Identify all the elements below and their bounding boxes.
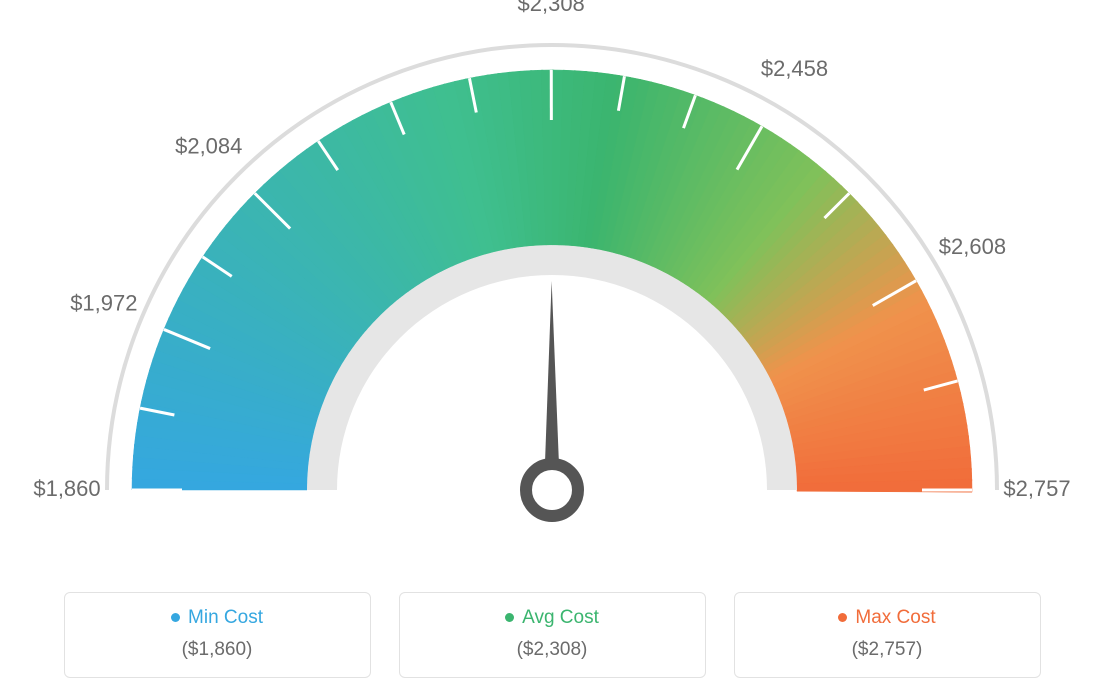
gauge-tick-label: $2,308: [518, 0, 585, 16]
legend-row: Min Cost ($1,860) Avg Cost ($2,308) Max …: [0, 592, 1104, 678]
legend-max-label: Max Cost: [855, 607, 935, 628]
legend-value-min: ($1,860): [65, 639, 370, 661]
legend-avg-label: Avg Cost: [522, 607, 599, 628]
legend-value-max: ($2,757): [735, 639, 1040, 661]
legend-card-avg: Avg Cost ($2,308): [399, 592, 706, 678]
cost-gauge-chart: $1,860 $1,972 $2,084 $2,308 $2,458 $2,608 $2,7…: [0, 0, 1104, 560]
dot-min: [171, 613, 180, 622]
gauge-tick-label: $2,458: [761, 56, 828, 81]
legend-card-min: Min Cost ($1,860): [64, 592, 371, 678]
gauge-tick-label: $1,860: [33, 476, 100, 501]
legend-value-avg: ($2,308): [400, 639, 705, 661]
legend-title-avg: Avg Cost: [400, 607, 705, 629]
legend-min-label: Min Cost: [188, 607, 263, 628]
gauge-tick-label: $2,084: [175, 133, 242, 158]
gauge-hub: [526, 464, 578, 516]
legend-title-max: Max Cost: [735, 607, 1040, 629]
gauge-tick-label: $2,757: [1003, 476, 1070, 501]
dot-max: [838, 613, 847, 622]
gauge-tick-label: $2,608: [939, 234, 1006, 259]
gauge-tick-label: $1,972: [70, 291, 137, 316]
gauge-svg: $1,860 $1,972 $2,084 $2,308 $2,458 $2,608 $2,7…: [0, 0, 1104, 560]
dot-avg: [505, 613, 514, 622]
legend-title-min: Min Cost: [65, 607, 370, 629]
legend-card-max: Max Cost ($2,757): [734, 592, 1041, 678]
